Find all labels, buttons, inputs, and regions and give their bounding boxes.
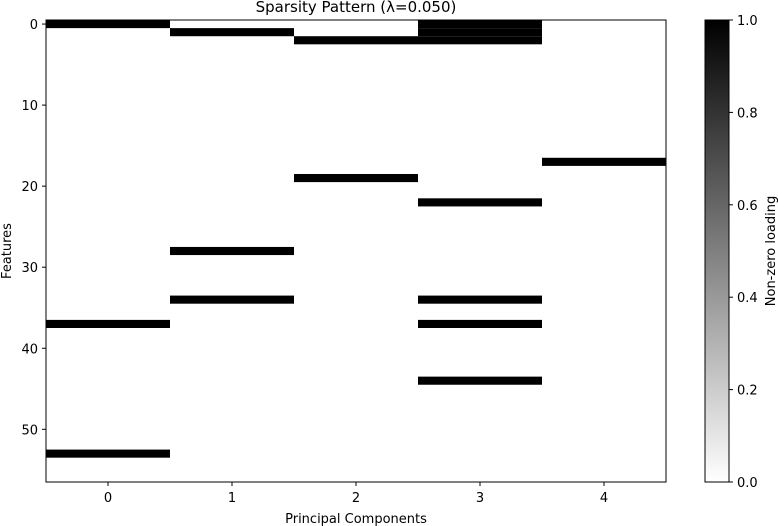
colorbar-label: Non-zero loading — [764, 196, 778, 306]
y-tick-label: 40 — [21, 342, 38, 357]
heatmap-cell — [418, 319, 542, 328]
heatmap-cell — [170, 295, 294, 304]
y-tick-label: 0 — [30, 18, 38, 33]
chart-title: Sparsity Pattern (λ=0.050) — [256, 0, 457, 16]
heatmap-cell — [46, 449, 170, 458]
colorbar-ticks: 0.0 0.2 0.4 0.6 0.8 1.0 — [729, 14, 758, 491]
y-axis-label: Features — [0, 223, 15, 279]
x-axis-ticks: 0 1 2 3 4 — [104, 482, 608, 506]
colorbar-tick-label: 0.6 — [737, 199, 758, 214]
heatmap-cell — [294, 174, 418, 183]
colorbar-tick-label: 0.2 — [737, 384, 758, 399]
heatmap-cell — [170, 246, 294, 256]
heatmap-cell — [418, 376, 542, 385]
heatmap-cell — [418, 28, 542, 37]
x-axis-label: Principal Components — [285, 512, 427, 526]
heatmap-cell — [294, 36, 418, 45]
x-tick-label: 4 — [600, 491, 608, 506]
colorbar-tick-label: 0.4 — [737, 291, 758, 306]
heatmap-cell — [418, 295, 542, 304]
x-tick-label: 3 — [476, 491, 484, 506]
colorbar-tick-label: 1.0 — [737, 14, 758, 29]
y-tick-label: 20 — [21, 180, 38, 195]
colorbar-tick-label: 0.0 — [737, 476, 758, 491]
heatmap-cell — [418, 198, 542, 207]
y-tick-label: 10 — [21, 99, 38, 114]
heatmap-cell — [542, 157, 666, 166]
y-tick-label: 30 — [21, 261, 38, 276]
plot-area — [46, 20, 666, 482]
y-axis-ticks: 0 10 20 30 40 50 — [21, 18, 46, 438]
colorbar-tick-label: 0.8 — [737, 106, 758, 121]
heatmap-cell — [46, 20, 170, 29]
x-tick-label: 1 — [228, 491, 236, 506]
heatmap-cell — [418, 36, 542, 45]
x-tick-label: 0 — [104, 491, 112, 506]
heatmap-cell — [170, 28, 294, 37]
y-tick-label: 50 — [21, 423, 38, 438]
heatmap-cell — [46, 319, 170, 328]
heatmap-cell — [418, 20, 542, 29]
colorbar — [704, 19, 730, 483]
x-tick-label: 2 — [352, 491, 360, 506]
heatmap-cells — [46, 20, 666, 458]
